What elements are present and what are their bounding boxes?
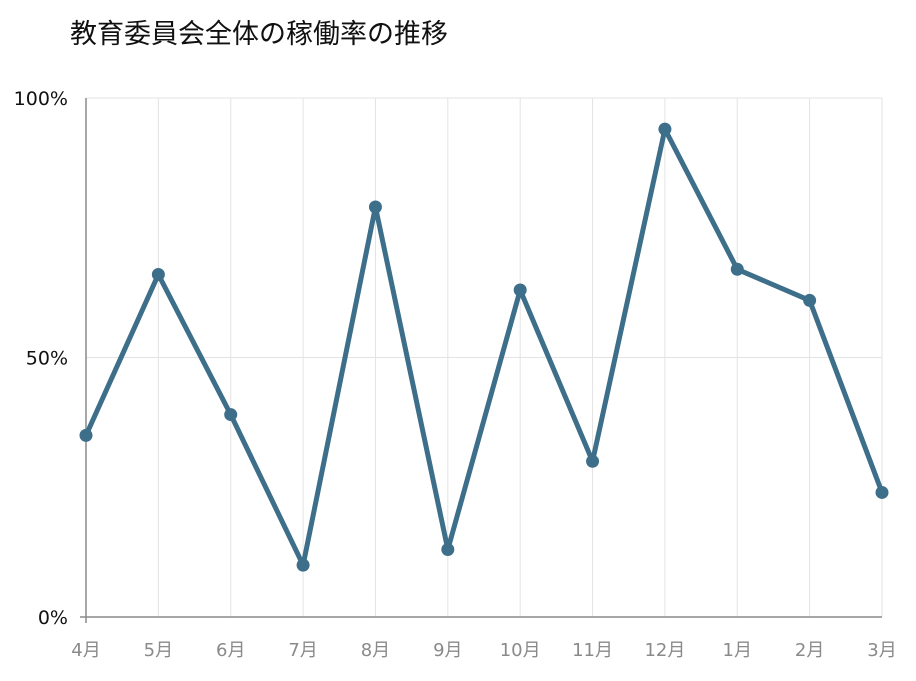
series-line xyxy=(83,126,885,568)
axes xyxy=(80,98,882,623)
data-point xyxy=(441,543,455,557)
x-axis-ticks: 4月 5月 6月 7月 8月 9月 10月 11月 12月 1月 2月 3月 xyxy=(71,640,896,661)
x-tick-label: 10月 xyxy=(500,640,541,661)
data-point xyxy=(586,454,600,468)
y-tick-label: 50% xyxy=(26,348,68,370)
y-tick-label: 100% xyxy=(14,88,68,110)
x-tick-label: 6月 xyxy=(216,640,245,661)
x-tick-label: 3月 xyxy=(867,640,896,661)
data-point xyxy=(368,200,382,214)
x-tick-label: 11月 xyxy=(572,640,613,661)
data-point xyxy=(875,485,889,499)
data-point xyxy=(224,408,238,422)
series xyxy=(79,122,889,572)
x-tick-label: 1月 xyxy=(723,640,752,661)
y-tick-label: 0% xyxy=(38,607,68,629)
data-point xyxy=(658,122,672,136)
x-tick-label: 8月 xyxy=(361,640,390,661)
grid xyxy=(86,97,883,617)
x-tick-label: 5月 xyxy=(144,640,173,661)
y-axis-ticks: 0% 50% 100% xyxy=(14,88,68,629)
data-point xyxy=(151,267,165,281)
data-point xyxy=(79,428,93,442)
data-point xyxy=(803,293,817,307)
data-point xyxy=(513,283,527,297)
chart-title: 教育委員会全体の稼働率の推移 xyxy=(70,19,448,50)
x-tick-label: 2月 xyxy=(795,640,824,661)
x-tick-label: 12月 xyxy=(644,640,685,661)
x-tick-label: 4月 xyxy=(71,640,100,661)
data-point xyxy=(296,558,310,572)
data-point xyxy=(730,262,744,276)
x-tick-label: 9月 xyxy=(433,640,462,661)
x-tick-label: 7月 xyxy=(288,640,317,661)
